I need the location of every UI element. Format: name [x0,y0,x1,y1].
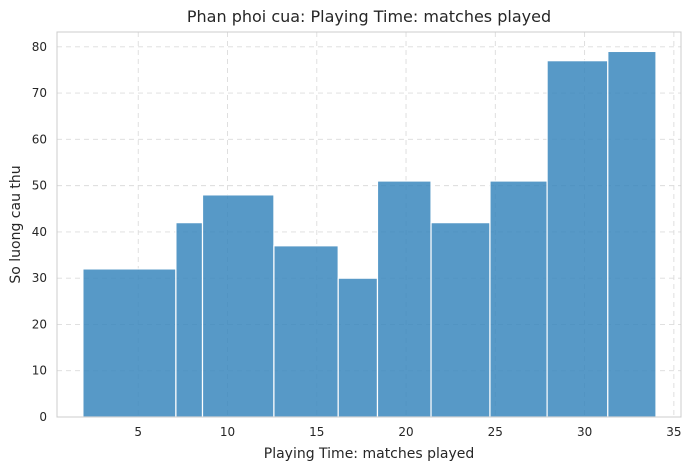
bars [83,51,656,417]
x-tick-label: 5 [134,425,142,439]
x-tick-label: 15 [309,425,324,439]
y-tick-label: 70 [32,86,47,100]
histogram-bar [176,223,203,417]
y-tick-label: 30 [32,271,47,285]
histogram-bar [83,269,176,417]
histogram-bar [431,223,490,417]
x-axis-ticks: 5 10 15 20 25 30 35 [134,425,681,439]
y-axis-label: So luong cau thu [8,165,24,283]
y-tick-label: 10 [32,364,47,378]
histogram-bar [547,61,608,417]
y-axis-ticks: 0 10 20 30 40 50 60 70 80 [32,40,47,424]
x-tick-label: 25 [488,425,503,439]
x-tick-label: 10 [220,425,235,439]
y-tick-label: 60 [32,132,47,146]
y-tick-label: 50 [32,179,47,193]
y-tick-label: 20 [32,317,47,331]
x-tick-label: 20 [398,425,413,439]
histogram-bar [490,181,547,417]
histogram-bar [338,278,377,417]
chart-title: Phan phoi cua: Playing Time: matches pla… [187,7,551,26]
x-tick-label: 30 [577,425,592,439]
histogram-bar [274,246,338,417]
histogram-bar [377,181,431,417]
y-tick-label: 0 [39,410,47,424]
histogram-bar [608,51,656,417]
y-tick-label: 80 [32,40,47,54]
x-tick-label: 35 [666,425,681,439]
x-axis-label: Playing Time: matches played [264,446,475,462]
histogram-bar [203,195,274,417]
y-tick-label: 40 [32,225,47,239]
